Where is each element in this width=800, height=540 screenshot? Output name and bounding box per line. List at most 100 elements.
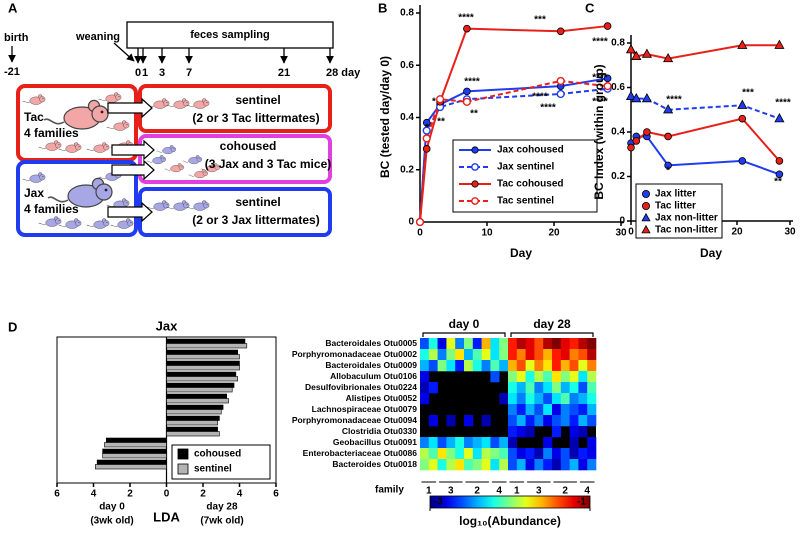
mouse-eye xyxy=(130,222,132,224)
marker xyxy=(556,89,565,99)
heatmap-cell xyxy=(587,371,597,383)
heatmap-cell xyxy=(552,360,562,372)
annotation: **** xyxy=(540,103,556,114)
row-label: Bacteroides Otu0018 xyxy=(332,459,417,469)
mouse-eye xyxy=(217,166,219,168)
marker xyxy=(632,137,641,145)
heatmap-cell xyxy=(587,437,597,449)
heatmap-cell xyxy=(481,437,491,449)
panel-label: C xyxy=(585,0,595,15)
heatmap-cell xyxy=(534,404,544,416)
sampling-day: 7 xyxy=(186,67,192,79)
legend-box xyxy=(635,183,723,239)
colorbar xyxy=(429,495,591,509)
heatmap-cell xyxy=(455,459,465,471)
bar xyxy=(166,387,233,393)
group-count: 4 families xyxy=(24,126,79,140)
legend-label: Tac non-litter xyxy=(655,225,718,236)
mouse-tail xyxy=(110,224,118,227)
annotation: **** xyxy=(464,77,480,88)
family-number: 2 xyxy=(562,486,568,497)
legend-marker xyxy=(471,197,479,205)
marker xyxy=(775,157,784,165)
heatmap-cell xyxy=(552,349,562,361)
family-number: 3 xyxy=(536,486,542,497)
x-tick-label: 30 xyxy=(615,228,627,239)
heatmap-cell xyxy=(428,349,438,361)
heatmap-cell xyxy=(508,349,518,361)
annotation: **** xyxy=(532,92,548,103)
heatmap-cell xyxy=(560,338,570,350)
panel-label: D xyxy=(8,319,17,334)
bar xyxy=(96,459,167,465)
series-line xyxy=(419,79,608,223)
series-line xyxy=(419,25,608,223)
heatmap-cell xyxy=(481,349,491,361)
heatmap-cell xyxy=(543,349,553,361)
y-axis-label: BC Index (within group) xyxy=(592,64,606,199)
heatmap-cell xyxy=(569,338,579,350)
block-arrows xyxy=(107,97,155,223)
annotation: day 0 xyxy=(99,502,125,513)
heatmap-cell xyxy=(569,404,579,416)
heatmap-cell xyxy=(499,393,509,405)
heatmap-cell xyxy=(534,393,544,405)
mouse-head xyxy=(163,202,170,209)
heatmap-cell xyxy=(516,393,526,405)
marker xyxy=(603,74,612,83)
birth-day: -21 xyxy=(4,66,20,78)
annotation: **** xyxy=(666,95,682,106)
heatmap-cell xyxy=(437,360,447,372)
heatmap-cell xyxy=(525,415,535,427)
heatmap-cell xyxy=(516,371,526,383)
heatmap-cell xyxy=(420,360,430,372)
sampling-label: feces sampling xyxy=(190,29,269,41)
heatmap-cell xyxy=(587,415,597,427)
mouse-head xyxy=(163,100,170,107)
family-number: 1 xyxy=(514,486,520,497)
heatmap-cell xyxy=(578,404,588,416)
x-tick-label: 20 xyxy=(548,228,560,239)
group-name: Jax xyxy=(24,186,44,200)
heatmap-cell xyxy=(587,448,597,460)
heatmap-cell xyxy=(499,349,509,361)
heatmap-cell xyxy=(472,338,482,350)
y-tick-label: 0 xyxy=(408,217,414,228)
panel-label: A xyxy=(8,0,18,15)
mouse-eye xyxy=(106,222,108,224)
colorbar-label: log₁₀(Abundance) xyxy=(459,514,561,528)
marker xyxy=(463,24,471,33)
heatmap-cell xyxy=(543,459,553,471)
row-label: Porphyromonadaceae Otu0002 xyxy=(292,349,417,359)
heatmap-cell xyxy=(569,393,579,405)
series-line xyxy=(630,135,780,176)
heatmap-cell xyxy=(508,393,518,405)
marker xyxy=(436,95,445,104)
heatmap-cell xyxy=(525,448,535,460)
mouse xyxy=(38,140,62,151)
colorbar-tick-label: -1 xyxy=(577,497,586,508)
heatmap-cell xyxy=(481,448,491,460)
annotation: **** xyxy=(592,73,608,84)
bar xyxy=(166,415,220,421)
heatmap-cell xyxy=(499,360,509,372)
y-axis-label: BC (tested day/day 0) xyxy=(378,56,392,178)
mouse-tail xyxy=(86,148,94,151)
weaning-arrow xyxy=(113,42,135,62)
y-tick-label: 0.6 xyxy=(611,82,625,93)
x-tick-label: 10 xyxy=(481,228,493,239)
group-count: 4 families xyxy=(24,202,79,216)
heatmap-cell xyxy=(499,448,509,460)
heatmap-cell xyxy=(437,459,447,471)
mouse-tail xyxy=(47,196,69,203)
heatmap-cell xyxy=(490,448,500,460)
mouse-head xyxy=(39,174,46,181)
mouse-tail xyxy=(164,168,171,171)
heatmap-cell xyxy=(578,426,588,438)
heatmap-cell xyxy=(587,393,597,405)
heatmap-cell xyxy=(552,338,562,350)
legend-swatch xyxy=(177,448,189,460)
mouse-tail xyxy=(22,100,30,103)
marker xyxy=(664,132,672,141)
